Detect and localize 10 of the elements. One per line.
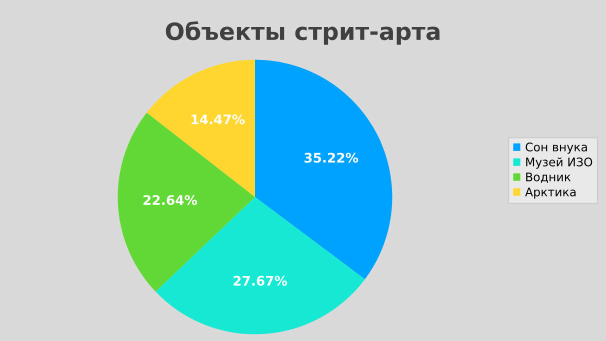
- data-label: 35.22%: [304, 152, 358, 163]
- data-label: 14.47%: [192, 114, 245, 124]
- data-label: 22.64%: [144, 195, 198, 206]
- legend-label: Арктика: [525, 188, 576, 199]
- legend-label: Сон внука: [526, 142, 587, 154]
- legend-label: Музей ИЗО: [526, 157, 592, 169]
- data-label: 27.67%: [234, 276, 288, 286]
- pie-slice: [146, 60, 255, 197]
- legend-label: Водник: [526, 172, 571, 183]
- chart-title: Объекты стрит-арта: [166, 21, 440, 45]
